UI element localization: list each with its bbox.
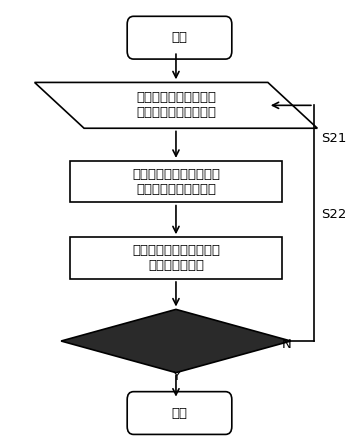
Polygon shape [61,309,291,373]
Bar [70,237,282,279]
Text: S21: S21 [321,132,346,145]
Bar [70,161,282,202]
FancyBboxPatch shape [127,16,232,59]
Text: N: N [282,338,292,351]
Text: S22: S22 [321,208,346,221]
Text: Y: Y [172,370,180,383]
Text: 结束: 结束 [172,407,187,419]
FancyBboxPatch shape [127,392,232,434]
Text: 开始: 开始 [172,31,187,44]
Text: 确定供热不足时刻并利用
电锅炉向电网购电供热: 确定供热不足时刻并利用 电锅炉向电网购电供热 [132,168,220,196]
Text: 确定弃风时刻并利用电锅
炉进行热电解耦: 确定弃风时刻并利用电锅 炉进行热电解耦 [132,244,220,272]
Polygon shape [34,82,317,128]
Text: 输入热负荷、电负荷、
风电、机组参数等数据: 输入热负荷、电负荷、 风电、机组参数等数据 [136,91,216,119]
